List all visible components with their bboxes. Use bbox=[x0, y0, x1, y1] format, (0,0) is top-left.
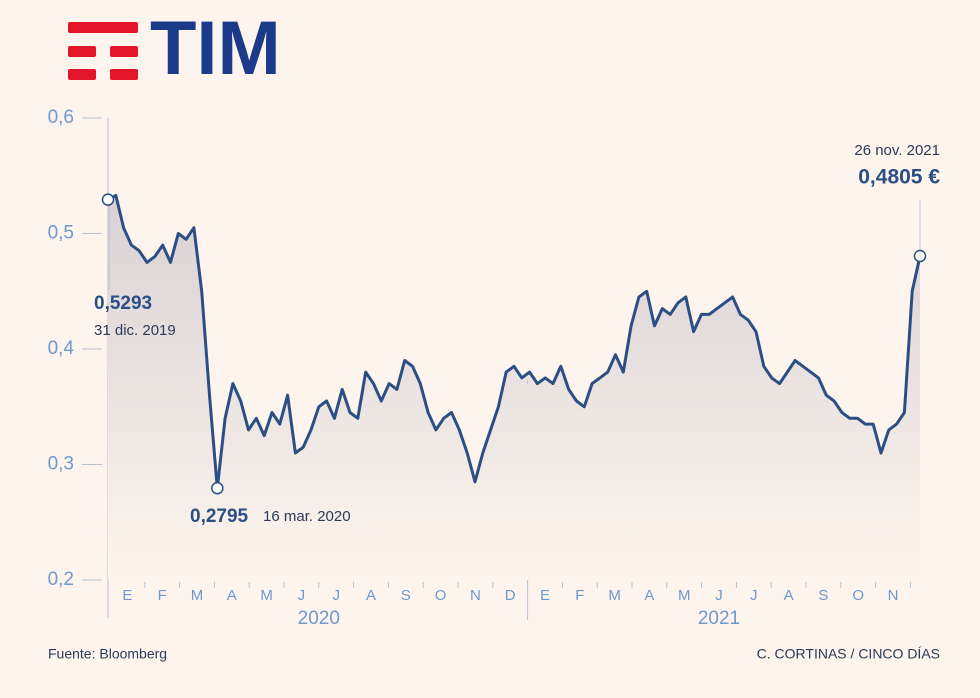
annotation-date: 26 nov. 2021 bbox=[854, 142, 940, 159]
x-tick-label: A bbox=[644, 587, 654, 604]
x-tick-label: S bbox=[818, 587, 828, 604]
y-tick-label: 0,6 bbox=[48, 107, 74, 128]
y-tick-label: 0,5 bbox=[48, 223, 74, 244]
x-tick-label: J bbox=[715, 587, 723, 604]
credit: C. CORTINAS / CINCO DÍAS bbox=[757, 646, 940, 662]
x-tick-label: F bbox=[575, 587, 584, 604]
x-tick-label: J bbox=[332, 587, 340, 604]
annotation-marker bbox=[211, 481, 224, 495]
x-tick-label: F bbox=[158, 587, 167, 604]
area bbox=[108, 195, 920, 580]
x-tick-label: S bbox=[401, 587, 411, 604]
x-tick-label: D bbox=[505, 587, 516, 604]
y-tick-label: 0,3 bbox=[48, 454, 74, 475]
annotation-date: 16 mar. 2020 bbox=[263, 508, 351, 525]
annotation-date: 31 dic. 2019 bbox=[94, 322, 176, 339]
source: Fuente: Bloomberg bbox=[48, 646, 167, 662]
line bbox=[107, 193, 922, 490]
y-tick-label: 0,2 bbox=[48, 569, 74, 590]
year-label: 2020 bbox=[298, 608, 340, 629]
x-tick-label: E bbox=[122, 587, 132, 604]
x-tick-label: A bbox=[366, 587, 376, 604]
x-tick-label: J bbox=[750, 587, 758, 604]
x-tick-label: M bbox=[191, 587, 204, 604]
logo-icon bbox=[68, 22, 138, 80]
logo-text: TIM bbox=[150, 6, 281, 91]
x-tick-label: M bbox=[260, 587, 273, 604]
x-tick-label: N bbox=[470, 587, 481, 604]
year-label: 2021 bbox=[698, 608, 740, 629]
x-tick-label: N bbox=[888, 587, 899, 604]
x-tick-label: O bbox=[435, 587, 447, 604]
x-tick-label: A bbox=[784, 587, 794, 604]
x-tick-label: E bbox=[540, 587, 550, 604]
x-tick-label: O bbox=[852, 587, 864, 604]
x-tick-label: A bbox=[227, 587, 237, 604]
x-tick-label: J bbox=[298, 587, 306, 604]
annotation-value: 0,5293 bbox=[94, 293, 152, 314]
y-tick-label: 0,4 bbox=[48, 338, 75, 359]
annotation-value: 0,2795 bbox=[190, 506, 249, 527]
x-tick-label: M bbox=[608, 587, 621, 604]
annotation-marker bbox=[101, 193, 115, 206]
annotation-value: 0,4805 € bbox=[858, 166, 940, 189]
annotation-marker bbox=[913, 249, 927, 263]
x-tick-label: M bbox=[678, 587, 691, 604]
